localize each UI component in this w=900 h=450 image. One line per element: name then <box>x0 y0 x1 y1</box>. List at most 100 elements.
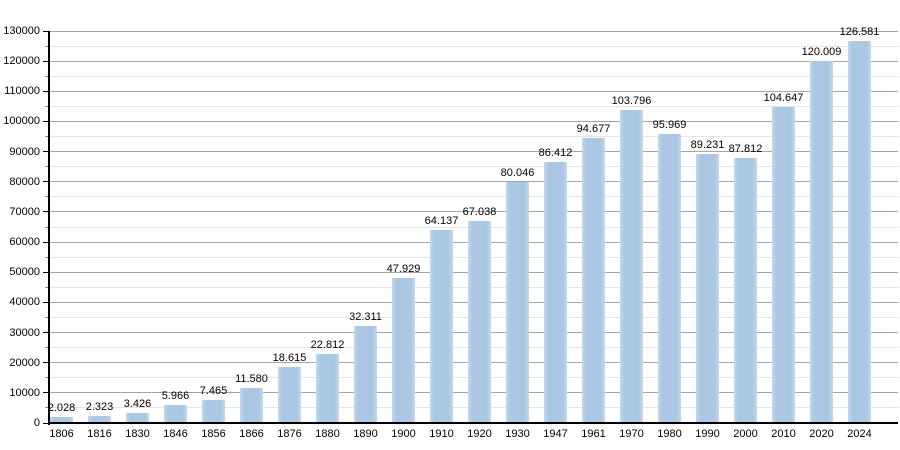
y-axis-tick-label: 20000 <box>9 356 40 369</box>
bar-value-label: 86.412 <box>538 147 573 160</box>
y-minor-tick <box>45 226 49 228</box>
x-axis-tick-label: 1930 <box>505 428 530 440</box>
bar-value-label: 32.311 <box>349 310 382 323</box>
bar <box>810 61 833 423</box>
minor-gridline <box>49 196 898 198</box>
bar-value-label: 18.615 <box>272 351 307 364</box>
bar-value-label: 2.028 <box>47 401 76 414</box>
bar <box>126 412 149 423</box>
bar <box>50 416 73 423</box>
bar-value-label: 67.038 <box>462 205 497 218</box>
bar <box>164 405 187 423</box>
y-minor-tick <box>45 347 49 349</box>
y-minor-tick <box>45 377 49 379</box>
y-axis-tick-label: 30000 <box>9 326 40 339</box>
y-major-tick <box>43 90 49 92</box>
y-axis-tick-label: 60000 <box>9 236 40 249</box>
x-axis-tick-label: 1806 <box>49 428 74 440</box>
bar-value-label: 7.465 <box>199 385 228 398</box>
bar-value-label: 3.426 <box>123 397 152 410</box>
bar-value-label: 64.137 <box>424 214 459 227</box>
y-minor-tick <box>45 286 49 288</box>
x-axis-tick-label: 1816 <box>87 428 112 440</box>
y-minor-tick <box>45 105 49 107</box>
y-minor-tick <box>45 75 49 77</box>
y-axis-tick-label: 0 <box>33 417 40 429</box>
y-axis-tick-label: 50000 <box>9 266 40 279</box>
x-axis-tick-label: 1910 <box>429 428 454 440</box>
bar-value-label: 94.677 <box>576 122 611 135</box>
y-major-tick <box>43 332 49 334</box>
minor-gridline <box>49 45 898 47</box>
bar <box>734 158 757 423</box>
bar-value-label: 5.966 <box>161 390 190 402</box>
x-axis-tick-label: 1830 <box>125 428 150 440</box>
y-major-tick <box>43 392 49 394</box>
bar-value-label: 126.581 <box>839 26 880 39</box>
y-axis-tick-label: 70000 <box>9 205 40 218</box>
y-major-tick <box>43 301 49 303</box>
x-axis-tick-label: 2000 <box>733 428 758 440</box>
y-axis-tick-label: 130000 <box>3 25 40 37</box>
major-gridline <box>49 120 898 122</box>
bar <box>240 388 263 423</box>
y-axis-tick-label: 90000 <box>9 145 40 158</box>
bar <box>202 400 225 423</box>
x-axis-tick-label: 1970 <box>619 428 644 440</box>
x-axis-tick-label: 2010 <box>771 428 796 440</box>
bar-value-label: 2.323 <box>85 400 114 413</box>
major-gridline <box>49 181 898 183</box>
bar <box>582 137 605 423</box>
bar <box>468 220 491 423</box>
bar <box>316 354 339 423</box>
bar-value-label: 95.969 <box>652 118 687 131</box>
major-gridline <box>49 30 898 32</box>
bar <box>658 133 681 423</box>
bar-value-label: 11.580 <box>235 373 268 386</box>
x-axis-tick-label: 1900 <box>391 428 416 440</box>
x-axis-tick-label: 1961 <box>581 428 606 440</box>
bar <box>88 415 111 423</box>
y-axis-tick-label: 110000 <box>4 85 40 98</box>
x-axis-tick-label: 1947 <box>543 428 568 440</box>
bar <box>392 278 415 423</box>
x-axis-tick-label: 1856 <box>201 428 226 440</box>
y-axis-tick-label: 10000 <box>9 386 40 399</box>
bar-value-label: 47.929 <box>386 263 421 276</box>
y-major-tick <box>43 30 49 32</box>
y-axis-tick-label: 80000 <box>9 175 40 188</box>
bar <box>696 153 719 423</box>
bar-value-label: 87.812 <box>728 143 763 156</box>
x-axis-tick-label: 1866 <box>239 428 264 440</box>
bar <box>430 229 453 423</box>
y-major-tick <box>43 120 49 122</box>
minor-gridline <box>49 75 898 77</box>
y-minor-tick <box>45 196 49 198</box>
bar <box>848 41 871 423</box>
y-minor-tick <box>45 316 49 318</box>
y-minor-tick <box>45 407 49 409</box>
y-axis-tick-label: 40000 <box>9 296 40 309</box>
bar-value-label: 104.647 <box>763 92 804 105</box>
x-axis-line <box>48 422 898 424</box>
bar-value-label: 22.812 <box>310 339 345 352</box>
y-axis-tick-label: 100000 <box>3 115 40 128</box>
bar <box>278 366 301 423</box>
y-minor-tick <box>45 166 49 168</box>
bar-value-label: 103.796 <box>611 95 652 107</box>
x-axis-tick-label: 2024 <box>847 428 872 440</box>
y-major-tick <box>43 181 49 183</box>
y-major-tick <box>43 271 49 273</box>
y-major-tick <box>43 362 49 364</box>
y-minor-tick <box>45 136 49 138</box>
bar <box>354 325 377 423</box>
x-axis-tick-label: 1890 <box>353 428 378 440</box>
y-major-tick <box>43 151 49 153</box>
y-major-tick <box>43 422 49 424</box>
y-minor-tick <box>45 256 49 258</box>
x-axis-tick-label: 1880 <box>315 428 340 440</box>
y-major-tick <box>43 60 49 62</box>
y-major-tick <box>43 241 49 243</box>
